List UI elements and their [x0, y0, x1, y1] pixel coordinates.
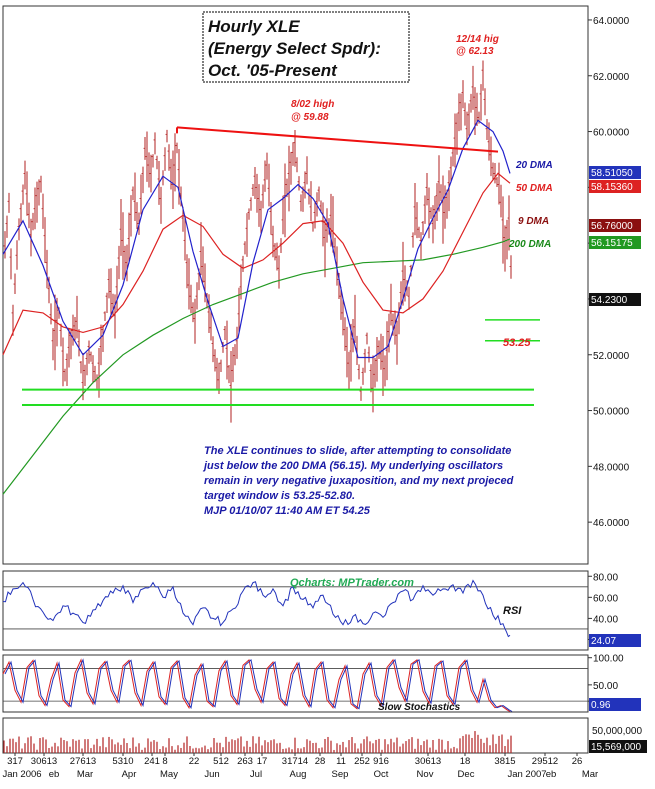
value-dma9: 56.76000: [591, 221, 633, 232]
watermark: Qcharts: MPTrader.com: [290, 577, 414, 589]
x-month-label: Jan 2007: [507, 769, 546, 780]
price-tick-label: 46.0000: [593, 518, 630, 529]
chart-title-line-3: Oct. '05-Present: [208, 61, 338, 80]
value-box-last-price: 54.2300: [589, 293, 641, 306]
x-tick-label: 11: [336, 756, 346, 767]
chart-title-line-1: Hourly XLE: [208, 17, 300, 36]
x-tick-label: 3815: [494, 756, 515, 767]
x-month-label: Dec: [458, 769, 475, 780]
commentary-line: just below the 200 DMA (56.15). My under…: [202, 460, 503, 472]
value-box-dma50: 58.15360: [589, 180, 641, 193]
price-tick-label: 60.0000: [593, 128, 630, 139]
price-tick-label: 50.0000: [593, 407, 630, 418]
x-month-label: Mar: [582, 769, 598, 780]
x-tick-label: 29512: [532, 756, 558, 767]
stoch-tick-label: 50.00: [593, 681, 618, 692]
rsi-panel-frame: [2, 570, 589, 651]
x-tick-label: 252: [354, 756, 370, 767]
x-month-label: Jul: [250, 769, 262, 780]
x-tick-label: 28: [315, 756, 326, 767]
x-tick-label: 26: [572, 756, 583, 767]
stoch-k-line: [4, 658, 513, 712]
label-target: 53.25: [503, 337, 531, 349]
x-month-label: Jan 2006: [2, 769, 41, 780]
rsi-line: [2, 579, 511, 638]
dma50-line: [2, 172, 511, 356]
price-tick-label: 48.0000: [593, 462, 630, 473]
x-month-label: eb: [546, 769, 557, 780]
price-panel-frame: [2, 5, 589, 565]
label-50-dma: 50 DMA: [516, 183, 553, 194]
volume-tick: 50,000,000: [592, 726, 642, 737]
value-box-dma9: 56.76000: [589, 219, 641, 232]
x-tick-label: 22: [189, 756, 200, 767]
value-dma20: 58.51050: [591, 168, 633, 179]
rsi-label: RSI: [503, 605, 522, 617]
x-tick-label: 27613: [70, 756, 96, 767]
x-month-label: Nov: [417, 769, 434, 780]
x-tick-label: 18: [460, 756, 471, 767]
x-tick-label: 30613: [31, 756, 57, 767]
annotation-dec-high-1: 12/14 hig: [456, 34, 499, 45]
commentary-line: The XLE continues to slide, after attemp…: [204, 445, 511, 457]
chart-title-line-2: (Energy Select Spdr):: [208, 39, 381, 58]
value-box-dma200: 56.15175: [589, 236, 641, 249]
resistance-line: [176, 126, 499, 153]
x-month-label: May: [160, 769, 178, 780]
annotation-dec-high-2: @ 62.13: [456, 46, 494, 57]
label-200-dma: 200 DMA: [508, 239, 551, 250]
x-month-label: Aug: [290, 769, 307, 780]
value-volume: 15,569,000: [591, 742, 641, 753]
commentary-line: MJP 01/10/07 11:40 AM ET 54.25: [204, 505, 371, 517]
stoch-d-line: [2, 658, 511, 712]
stoch-tick-label: 100.00: [593, 654, 624, 665]
label-9-dma: 9 DMA: [518, 216, 549, 227]
x-month-label: Sep: [332, 769, 349, 780]
x-tick-label: 8: [162, 756, 167, 767]
price-tick-label: 64.0000: [593, 16, 630, 27]
value-dma200: 56.15175: [591, 238, 633, 249]
label-20-dma: 20 DMA: [515, 160, 553, 171]
commentary: The XLE continues to slide, after attemp…: [202, 445, 514, 517]
x-tick-label: 30613: [415, 756, 441, 767]
annotation-aug-high-2: @ 59.88: [291, 112, 329, 123]
value-dma50: 58.15360: [591, 182, 633, 193]
commentary-line: target window is 53.25-52.80.: [204, 490, 355, 502]
x-month-label: Jun: [204, 769, 219, 780]
value-stoch: 0.96: [591, 700, 611, 711]
x-month-label: Apr: [122, 769, 137, 780]
value-rsi: 24.07: [591, 636, 616, 647]
price-tick-label: 52.0000: [593, 351, 630, 362]
dma200-line: [2, 238, 511, 495]
value-box-stoch: 0.96: [589, 698, 641, 711]
x-tick-label: 512: [213, 756, 229, 767]
x-tick-label: 17: [257, 756, 268, 767]
x-month-label: eb: [49, 769, 60, 780]
x-tick-label: 241: [144, 756, 160, 767]
x-tick-label: 317: [7, 756, 23, 767]
x-month-label: Oct: [374, 769, 389, 780]
price-tick-label: 62.0000: [593, 72, 630, 83]
x-month-label: Mar: [77, 769, 93, 780]
rsi-tick-label: 60.00: [593, 593, 618, 604]
value-last-price: 54.2300: [591, 295, 628, 306]
commentary-line: remain in very negative juxaposition, an…: [204, 475, 514, 487]
value-box-volume: 15,569,000: [589, 740, 647, 753]
x-tick-label: 263: [237, 756, 253, 767]
dma20-line: [2, 119, 511, 359]
x-tick-label: 5310: [112, 756, 133, 767]
x-tick-label: 916: [373, 756, 389, 767]
x-tick-label: 31714: [282, 756, 308, 767]
value-box-dma20: 58.51050: [589, 166, 641, 179]
rsi-tick-label: 40.00: [593, 614, 618, 625]
rsi-tick-label: 80.00: [593, 572, 618, 583]
stoch-panel-frame: [2, 654, 589, 713]
annotation-aug-high-1: 8/02 high: [291, 99, 334, 110]
value-box-rsi: 24.07: [589, 634, 641, 647]
title-box: [202, 11, 410, 83]
stoch-label: Slow Stochastics: [378, 702, 461, 713]
